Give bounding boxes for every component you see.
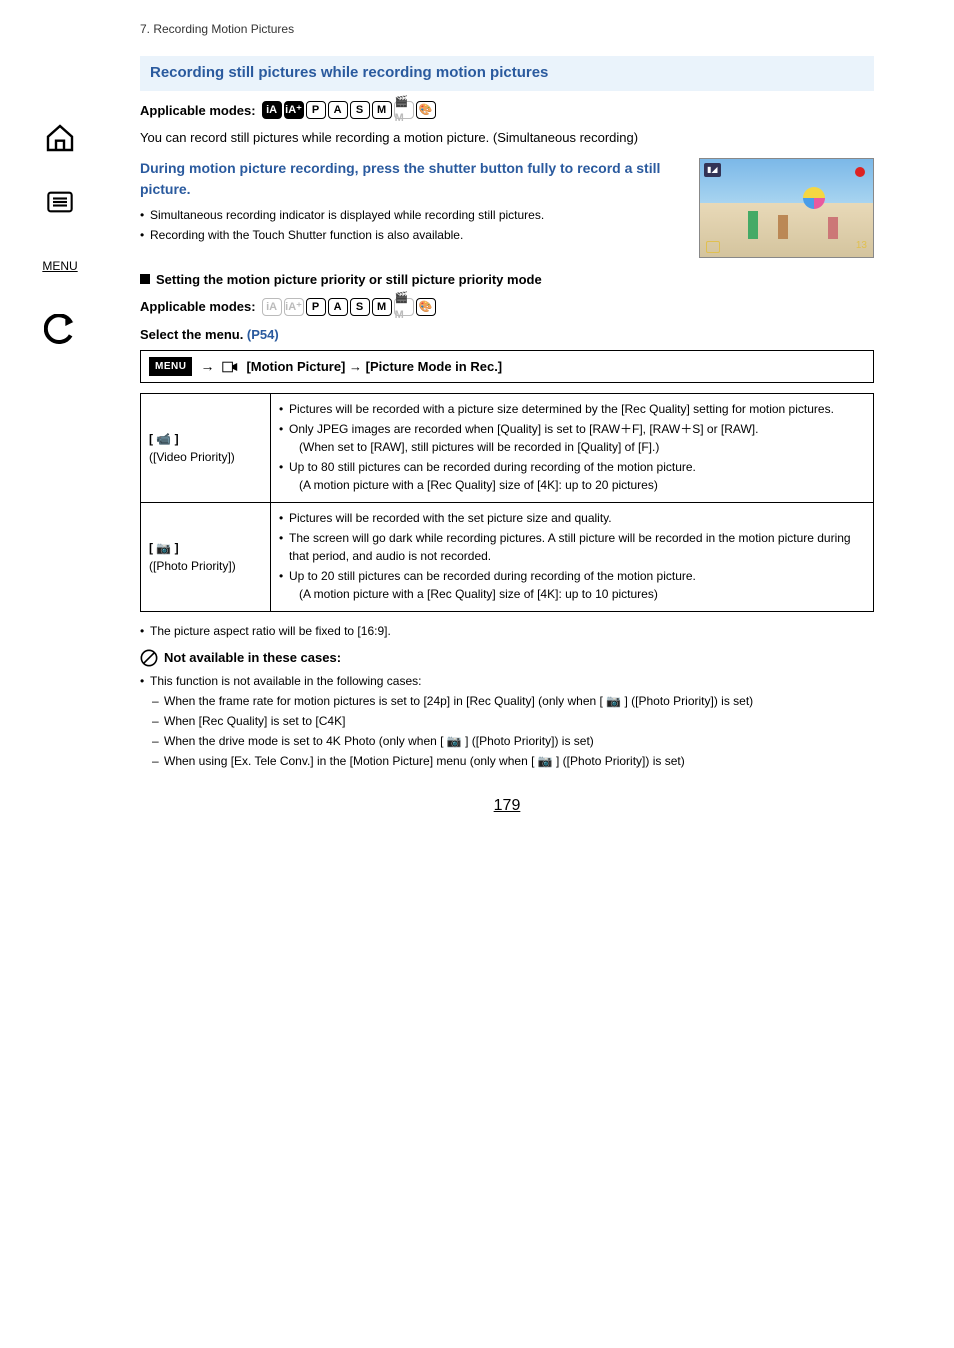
arrow-icon: →: [200, 356, 214, 377]
preview-thumbnail: ▮◢ 13: [699, 158, 874, 258]
mode-icon-🎬M: 🎬M: [394, 298, 414, 316]
figure-2: [778, 215, 788, 239]
priority-item: Pictures will be recorded with the set p…: [279, 509, 865, 527]
na-intro: This function is not available in the fo…: [140, 672, 874, 690]
list-icon[interactable]: [42, 184, 78, 220]
figure-3: [828, 217, 838, 239]
intro-text: You can record still pictures while reco…: [140, 128, 874, 148]
na-list-item: When the drive mode is set to 4K Photo (…: [152, 732, 874, 750]
mode-icon-P: P: [306, 101, 326, 119]
not-available-list: When the frame rate for motion pictures …: [140, 692, 874, 770]
record-indicator-icon: [855, 167, 865, 177]
priority-item: The screen will go dark while recording …: [279, 529, 865, 565]
main-content: 7. Recording Motion Pictures Recording s…: [120, 20, 954, 818]
priority-item-sub: (A motion picture with a [Rec Quality] s…: [289, 585, 865, 603]
priority-item-sub: (A motion picture with a [Rec Quality] s…: [289, 476, 865, 494]
applicable-modes-2: Applicable modes: iAiA⁺PASM🎬M🎨: [140, 297, 874, 317]
subsection-title: Setting the motion picture priority or s…: [156, 270, 542, 290]
mode-icon-🎨: 🎨: [416, 101, 436, 119]
mode-icon-M: M: [372, 298, 392, 316]
select-menu-line: Select the menu. (P54): [140, 325, 874, 345]
mode-icon-M: M: [372, 101, 392, 119]
not-available-icon: [140, 649, 158, 667]
priority-desc-cell: Pictures will be recorded with a picture…: [271, 394, 874, 503]
na-list-item: When [Rec Quality] is set to [C4K]: [152, 712, 874, 730]
mode-icon-A: A: [328, 101, 348, 119]
mode-icon-🎨: 🎨: [416, 298, 436, 316]
card-icon: [706, 241, 720, 253]
mode-icon-iA⁺: iA⁺: [284, 298, 304, 316]
mode-icon-P: P: [306, 298, 326, 316]
applicable-modes-1: Applicable modes: iAiA⁺PASM🎬M🎨: [140, 101, 874, 121]
mode-icon-A: A: [328, 298, 348, 316]
priority-label-text: ([Photo Priority]): [149, 557, 262, 575]
mode-icons-2: iAiA⁺PASM🎬M🎨: [262, 298, 436, 316]
menu-text-icon[interactable]: MENU: [42, 248, 78, 284]
back-icon[interactable]: [42, 312, 78, 348]
menu-path-box: MENU → [Motion Picture] → [Picture Mode …: [140, 350, 874, 383]
priority-item: Pictures will be recorded with a picture…: [279, 400, 865, 418]
motion-picture-icon: [222, 361, 238, 373]
menu-path-text: [Motion Picture] → [Picture Mode in Rec.…: [246, 357, 502, 377]
page-number[interactable]: 179: [140, 794, 874, 818]
mode-icon-iA: iA: [262, 298, 282, 316]
priority-label-text: ([Video Priority]): [149, 448, 262, 466]
priority-icon: [ 📷 ]: [149, 539, 262, 557]
mode-icons-1: iAiA⁺PASM🎬M🎨: [262, 101, 436, 119]
applicable-label-2: Applicable modes:: [140, 297, 256, 317]
mode-icon-🎬M: 🎬M: [394, 101, 414, 119]
not-available-title: Not available in these cases:: [164, 648, 341, 668]
instruction-heading: During motion picture recording, press t…: [140, 158, 687, 200]
priority-item: Up to 80 still pictures can be recorded …: [279, 458, 865, 494]
priority-label-cell: [ 📹 ]([Video Priority]): [141, 394, 271, 503]
preview-counter: 13: [856, 238, 867, 253]
instruction-bullets: Simultaneous recording indicator is disp…: [140, 206, 687, 244]
instruction-bullet: Recording with the Touch Shutter functio…: [140, 226, 687, 244]
applicable-label: Applicable modes:: [140, 101, 256, 121]
na-list-item: When the frame rate for motion pictures …: [152, 692, 874, 710]
instruction-bullet: Simultaneous recording indicator is disp…: [140, 206, 687, 224]
table-row: [ 📹 ]([Video Priority]) Pictures will be …: [141, 394, 874, 503]
priority-item: Only JPEG images are recorded when [Qual…: [279, 420, 865, 456]
priority-table: [ 📹 ]([Video Priority]) Pictures will be …: [140, 393, 874, 612]
beach-ball: [803, 187, 825, 209]
sidebar: MENU: [0, 20, 120, 818]
mode-icon-iA⁺: iA⁺: [284, 101, 304, 119]
section-header: Recording still pictures while recording…: [140, 56, 874, 91]
priority-item-sub: (When set to [RAW], still pictures will …: [289, 438, 865, 456]
mode-icon-S: S: [350, 298, 370, 316]
priority-desc-cell: Pictures will be recorded with the set p…: [271, 503, 874, 612]
menu-badge: MENU: [149, 357, 192, 376]
preview-mode-badge: ▮◢: [704, 163, 721, 177]
table-row: [ 📷 ]([Photo Priority]) Pictures will be …: [141, 503, 874, 612]
na-list-item: When using [Ex. Tele Conv.] in the [Moti…: [152, 752, 874, 770]
priority-label-cell: [ 📷 ]([Photo Priority]): [141, 503, 271, 612]
mode-icon-iA: iA: [262, 101, 282, 119]
mode-icon-S: S: [350, 101, 370, 119]
select-menu-link[interactable]: (P54): [247, 327, 279, 342]
select-menu-prefix: Select the menu.: [140, 327, 247, 342]
home-icon[interactable]: [42, 120, 78, 156]
breadcrumb: 7. Recording Motion Pictures: [140, 20, 874, 38]
priority-item: Up to 20 still pictures can be recorded …: [279, 567, 865, 603]
priority-icon: [ 📹 ]: [149, 430, 262, 448]
aspect-ratio-note: The picture aspect ratio will be fixed t…: [140, 622, 874, 640]
square-bullet-icon: [140, 274, 150, 284]
figure-1: [748, 211, 758, 239]
